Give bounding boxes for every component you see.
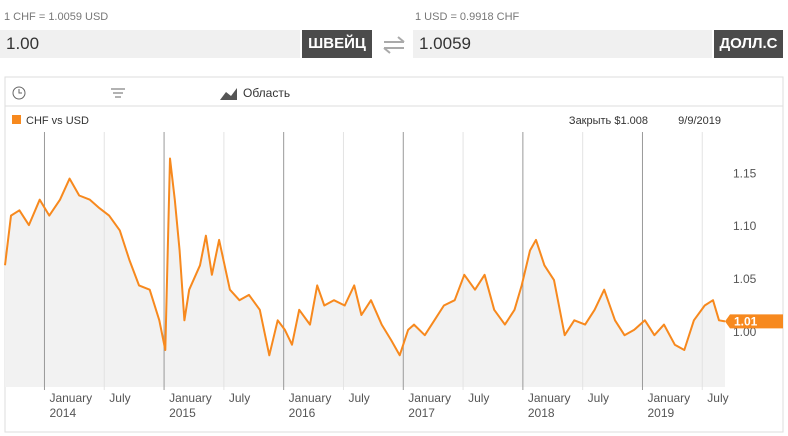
- x-tick-label: July: [229, 391, 250, 405]
- x-tick-label: January: [289, 391, 332, 405]
- x-year-label: 2018: [528, 406, 555, 420]
- y-tick-label: 1.05: [733, 272, 757, 286]
- current-marker: [725, 314, 783, 329]
- price-line: [4, 157, 726, 357]
- from-currency[interactable]: ШВЕЙЦ: [302, 30, 372, 58]
- x-tick-label: January: [408, 391, 451, 405]
- x-tick-label: January: [169, 391, 212, 405]
- x-year-label: 2015: [169, 406, 196, 420]
- x-year-label: 2016: [289, 406, 316, 420]
- x-tick-label: July: [588, 391, 609, 405]
- legend-label: CHF vs USD: [26, 115, 89, 127]
- x-year-label: 2014: [49, 406, 76, 420]
- x-tick-label: July: [468, 391, 489, 405]
- time-icon-hands: [18, 89, 22, 94]
- date-label: 9/9/2019: [678, 115, 721, 127]
- from-rate: 1 CHF = 1.0059 USD: [4, 11, 109, 23]
- to-rate: 1 USD = 0.9918 CHF: [415, 11, 520, 23]
- legend-swatch: [12, 115, 21, 124]
- area-icon[interactable]: [220, 88, 237, 100]
- x-tick-label: January: [49, 391, 92, 405]
- filter-icon[interactable]: [111, 88, 125, 98]
- from-amount[interactable]: 1.00: [0, 30, 300, 58]
- time-icon[interactable]: [12, 86, 26, 100]
- x-tick-label: July: [348, 391, 369, 405]
- chart-panel: [4, 76, 784, 433]
- chart-type[interactable]: Область: [243, 86, 290, 100]
- close-text: Закрыть $1.008: [569, 115, 648, 127]
- y-tick-label: 1.10: [733, 219, 757, 233]
- to-amount[interactable]: 1.0059: [413, 30, 712, 58]
- y-tick-label: 1.15: [733, 166, 757, 180]
- current-value-label: 1.01: [734, 314, 758, 328]
- x-tick-label: January: [528, 391, 571, 405]
- to-currency[interactable]: ДОЛЛ.С: [714, 30, 783, 58]
- x-tick-label: January: [647, 391, 690, 405]
- x-year-label: 2017: [408, 406, 435, 420]
- x-tick-label: July: [109, 391, 130, 405]
- area-fill: [5, 158, 725, 387]
- x-year-label: 2019: [647, 406, 674, 420]
- x-tick-label: July: [707, 391, 728, 405]
- y-tick-label: 1.00: [733, 325, 757, 339]
- swap-icon[interactable]: [381, 33, 407, 57]
